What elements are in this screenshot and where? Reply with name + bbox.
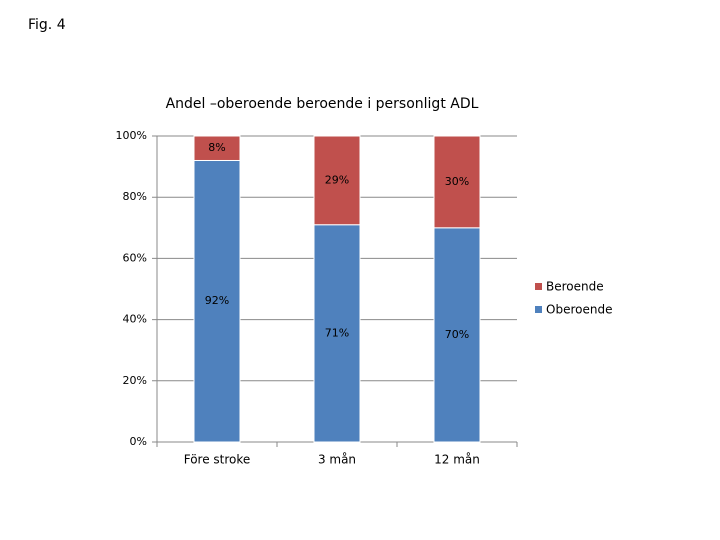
y-tick-label: 40% xyxy=(123,313,147,326)
y-tick-label: 100% xyxy=(116,129,147,142)
data-label: 30% xyxy=(445,175,469,188)
bar-segment xyxy=(313,224,361,443)
y-tick-label: 60% xyxy=(123,251,147,264)
data-label: 70% xyxy=(445,328,469,341)
chart-title: Andel –oberoende beroende i personligt A… xyxy=(166,96,479,112)
legend-swatch xyxy=(535,283,542,290)
legend-swatch xyxy=(535,306,542,313)
bar-segment xyxy=(433,135,481,229)
data-label: 8% xyxy=(208,141,225,154)
data-label: 71% xyxy=(325,326,349,339)
bar-segment xyxy=(313,135,361,226)
y-tick-label: 20% xyxy=(123,374,147,387)
bar-segment xyxy=(433,227,481,443)
figure-label: Fig. 4 xyxy=(28,17,66,33)
y-tick-label: 80% xyxy=(123,190,147,203)
x-tick-label: 12 mån xyxy=(434,453,480,467)
bar-segment xyxy=(193,135,241,161)
data-label: 92% xyxy=(205,294,229,307)
x-tick-label: Före stroke xyxy=(184,453,251,467)
x-tick-label: 3 mån xyxy=(318,453,356,467)
data-label: 29% xyxy=(325,173,349,186)
legend-label: Oberoende xyxy=(546,303,612,317)
legend-label: Beroende xyxy=(546,280,604,294)
bar-segment xyxy=(193,159,241,443)
y-tick-label: 0% xyxy=(130,435,147,448)
